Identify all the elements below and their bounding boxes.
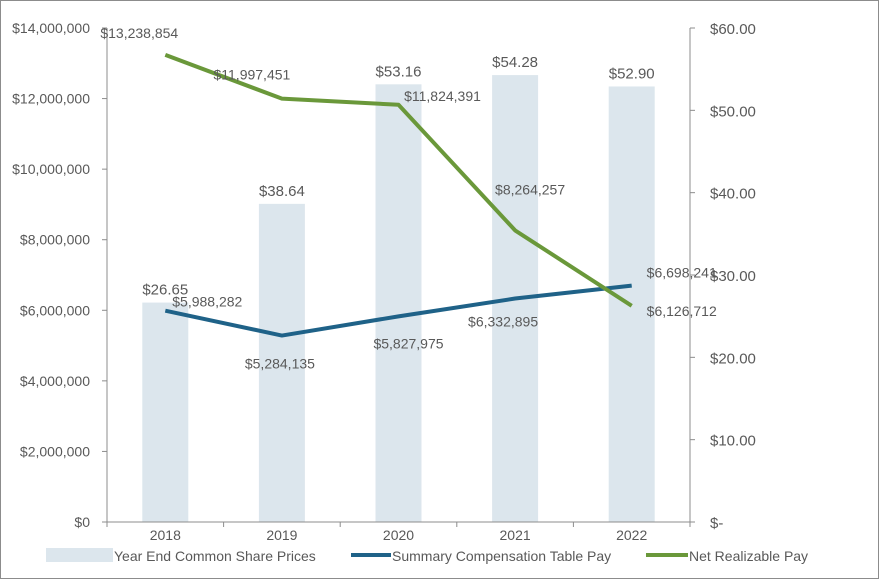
- left-tick-label: $4,000,000: [20, 373, 90, 389]
- right-tick-label: $10.00: [710, 433, 756, 450]
- right-tick-label: $60.00: [710, 21, 756, 38]
- left-tick-label: $2,000,000: [20, 443, 90, 459]
- legend-label-scp: Summary Compensation Table Pay: [392, 548, 611, 564]
- legend-swatch-share-price: [46, 548, 113, 562]
- nrp-line-data-label: $11,997,451: [213, 67, 290, 83]
- bar-data-label: $54.28: [492, 54, 538, 71]
- bar-data-label: $52.90: [609, 65, 655, 82]
- left-tick-label: $6,000,000: [20, 302, 90, 318]
- left-tick-label: $0: [74, 514, 90, 530]
- scp-line-data-label: $5,827,975: [373, 335, 443, 351]
- right-tick-label: $40.00: [710, 186, 756, 203]
- left-tick-label: $10,000,000: [12, 161, 90, 177]
- legend-label-share-price: Year End Common Share Prices: [114, 548, 316, 564]
- x-tick-label: 2020: [383, 527, 414, 543]
- left-tick-label: $12,000,000: [12, 91, 90, 107]
- x-tick-label: 2019: [266, 527, 297, 543]
- bar-data-label: $26.65: [142, 282, 188, 299]
- nrp-line-data-label: $8,264,257: [495, 181, 565, 197]
- nrp-line-data-label: $13,238,854: [100, 25, 178, 41]
- right-tick-label: $30.00: [710, 268, 756, 285]
- nrp-line-data-label: $6,126,712: [647, 303, 717, 319]
- left-tick-label: $14,000,000: [12, 20, 90, 36]
- right-tick-label: $50.00: [710, 103, 756, 120]
- bar-share-price: [142, 302, 189, 522]
- scp-line-data-label: $5,284,135: [245, 356, 315, 372]
- x-tick-label: 2022: [616, 527, 647, 543]
- bar-share-price: [375, 84, 422, 522]
- scp-line-data-label: $6,332,895: [468, 314, 538, 330]
- scp-line-data-label: $6,698,241: [647, 265, 717, 281]
- bar-data-label: $38.64: [259, 183, 305, 200]
- left-tick-label: $8,000,000: [20, 232, 90, 248]
- legend-swatch-nrp: [646, 553, 688, 557]
- x-tick-label: 2018: [150, 527, 181, 543]
- right-tick-label: $-: [710, 515, 723, 532]
- right-tick-label: $20.00: [710, 350, 756, 367]
- x-tick-label: 2021: [500, 527, 531, 543]
- bar-data-label: $53.16: [376, 63, 422, 80]
- scp-line-data-label: $5,988,282: [172, 294, 242, 310]
- legend-label-nrp: Net Realizable Pay: [689, 548, 808, 564]
- legend-swatch-scp: [351, 553, 391, 557]
- bar-share-price: [258, 203, 305, 522]
- nrp-line-data-label: $11,824,391: [404, 88, 481, 104]
